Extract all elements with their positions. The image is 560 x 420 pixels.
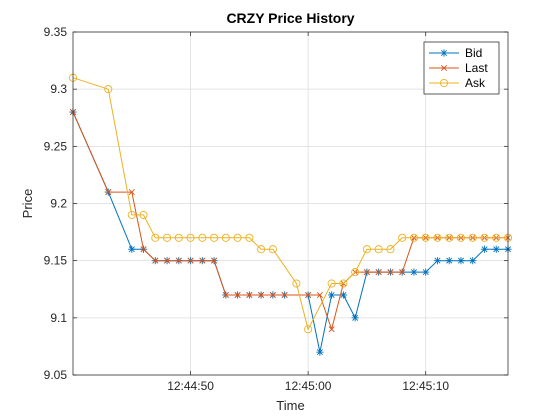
data-point-ask xyxy=(186,233,195,242)
y-tick-labels: 9.05 9.1 9.15 9.2 9.25 9.3 9.35 xyxy=(44,25,68,382)
tick-marks xyxy=(73,31,508,376)
legend-marker-last xyxy=(440,64,448,72)
data-point-last xyxy=(164,257,171,264)
data-point-last xyxy=(222,291,229,298)
legend-item-bid: Bid xyxy=(429,46,482,60)
data-point-ask xyxy=(421,233,430,242)
data-point-last xyxy=(305,291,312,298)
data-point-ask xyxy=(327,279,336,288)
data-point-ask xyxy=(339,279,348,288)
data-point-last xyxy=(234,291,241,298)
data-point-last xyxy=(128,189,135,196)
data-point-ask xyxy=(362,245,371,254)
data-point-bid xyxy=(422,268,430,276)
data-point-ask xyxy=(456,233,466,242)
data-point-ask xyxy=(480,233,489,242)
y-tick-label: 9.1 xyxy=(50,311,67,325)
data-point-bid xyxy=(492,245,500,253)
data-point-ask xyxy=(151,233,160,242)
data-point-last xyxy=(152,257,159,264)
data-point-ask xyxy=(304,325,313,334)
y-tick-label: 9.2 xyxy=(50,197,67,211)
legend-label-last: Last xyxy=(465,61,488,75)
data-point-ask xyxy=(292,279,301,288)
data-point-ask xyxy=(221,233,230,242)
data-point-ask xyxy=(445,233,454,242)
data-point-last xyxy=(105,189,112,196)
data-point-ask xyxy=(398,233,407,242)
data-point-last xyxy=(175,257,182,264)
data-point-last xyxy=(316,291,323,298)
data-point-ask xyxy=(245,233,254,242)
data-point-last xyxy=(363,269,370,276)
data-point-bid xyxy=(457,257,465,265)
data-point-last xyxy=(387,269,394,276)
data-point-bid xyxy=(339,291,348,299)
y-tick-label: 9.25 xyxy=(44,139,68,153)
x-tick-labels: 12:44:50 12:45:00 12:45:10 xyxy=(167,379,449,393)
y-tick-label: 9.3 xyxy=(50,82,67,96)
data-point-last xyxy=(375,269,382,276)
data-point-bid xyxy=(445,257,453,265)
y-tick-label: 9.05 xyxy=(44,368,68,382)
data-point-ask xyxy=(233,233,242,242)
data-point-ask xyxy=(139,210,148,219)
data-point-bid xyxy=(316,348,324,356)
data-point-last xyxy=(399,269,406,276)
data-point-last xyxy=(211,257,218,264)
x-tick-label: 12:45:10 xyxy=(402,379,449,393)
legend-item-ask: Ask xyxy=(429,76,486,90)
data-point-ask xyxy=(374,245,383,254)
data-point-ask xyxy=(268,245,277,254)
data-point-last xyxy=(328,326,335,333)
legend-marker-bid xyxy=(440,49,448,57)
x-tick-label: 12:45:00 xyxy=(285,379,332,393)
y-tick-label: 9.15 xyxy=(44,254,68,268)
data-point-ask xyxy=(492,233,501,242)
data-point-last xyxy=(246,291,253,298)
y-tick-label: 9.35 xyxy=(44,25,68,39)
data-point-bid xyxy=(328,291,336,299)
data-point-ask xyxy=(163,233,172,242)
data-point-bid xyxy=(128,245,136,253)
data-point-last xyxy=(187,257,194,264)
data-point-ask xyxy=(257,245,266,254)
legend-label-ask: Ask xyxy=(465,76,486,90)
data-point-ask xyxy=(351,268,360,277)
data-point-bid xyxy=(480,245,489,253)
data-point-last xyxy=(140,246,147,253)
data-point-last xyxy=(269,291,276,298)
y-axis-label: Price xyxy=(20,189,35,219)
legend-label-bid: Bid xyxy=(465,46,482,60)
data-point-ask xyxy=(127,210,136,219)
legend-box xyxy=(423,41,500,95)
data-point-ask xyxy=(104,85,113,94)
data-point-bid xyxy=(469,257,477,265)
data-point-bid xyxy=(433,257,442,265)
x-tick-label: 12:44:50 xyxy=(167,379,214,393)
series-layer xyxy=(68,73,513,356)
x-axis-label: Time xyxy=(276,398,304,413)
data-point-ask xyxy=(468,233,477,242)
data-point-bid xyxy=(410,268,418,276)
data-point-ask xyxy=(198,233,207,242)
data-point-last xyxy=(281,291,288,298)
data-point-ask xyxy=(409,233,418,242)
data-point-ask xyxy=(433,233,442,242)
legend-marker-ask xyxy=(439,78,449,88)
data-point-ask xyxy=(210,233,219,242)
data-point-ask xyxy=(386,245,395,254)
data-point-ask xyxy=(174,233,183,242)
legend-item-last: Last xyxy=(429,61,488,75)
chart-title: CRZY Price History xyxy=(226,10,354,26)
series-ask xyxy=(68,73,513,334)
data-point-bid xyxy=(351,314,359,322)
data-point-last xyxy=(258,291,265,298)
data-point-last xyxy=(199,257,206,264)
